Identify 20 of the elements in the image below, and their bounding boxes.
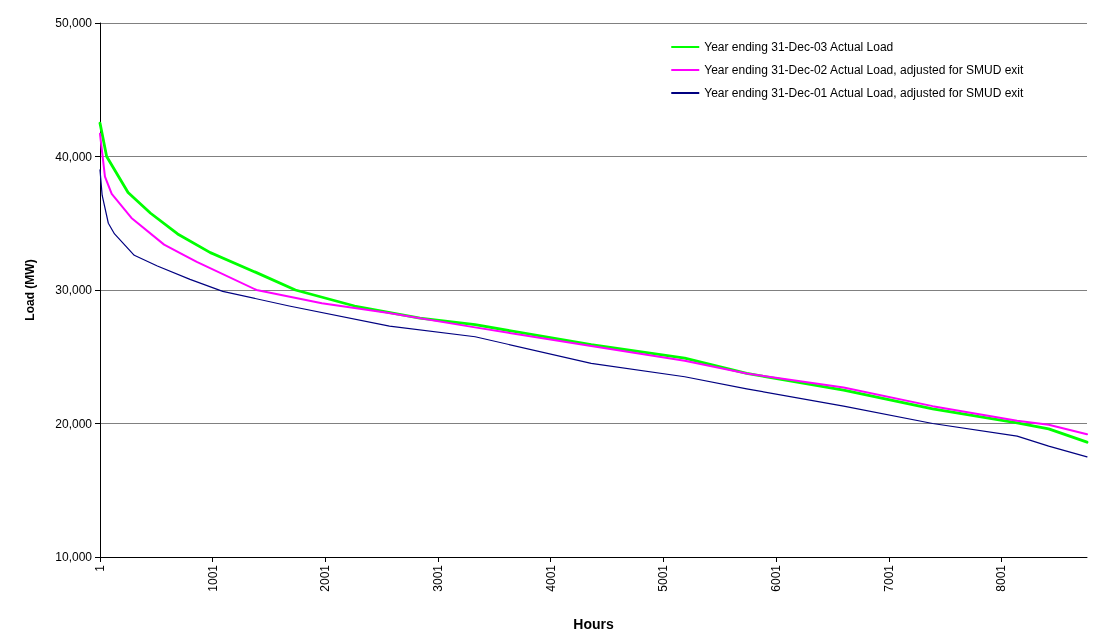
- y-tick-label: 10,000: [55, 550, 93, 564]
- x-tick-label: 2001: [318, 564, 333, 592]
- legend-label: Year ending 31-Dec-01 Actual Load, adjusted for SMUD exit: [704, 86, 1024, 100]
- x-tick-label: 7001: [881, 564, 896, 592]
- x-tick-label: 1001: [205, 564, 220, 592]
- legend-label: Year ending 31-Dec-02 Actual Load, adjusted for SMUD exit: [704, 63, 1024, 77]
- x-tick-label: 4001: [543, 564, 558, 592]
- y-tick-label: 20,000: [55, 416, 93, 431]
- x-tick-label: 8001: [994, 564, 1009, 592]
- x-tick-label: 5001: [656, 564, 671, 592]
- legend-label: Year ending 31-Dec-03 Actual Load: [704, 40, 894, 54]
- x-tick-label: 3001: [431, 564, 446, 592]
- x-axis-title: Hours: [573, 616, 614, 632]
- line-series: [99, 169, 1088, 458]
- y-tick-label: 30,000: [55, 283, 93, 297]
- y-axis-title: Load (MW): [23, 259, 37, 321]
- x-tick-label: 1: [93, 564, 107, 572]
- y-tick-label: 50,000: [55, 16, 93, 30]
- y-tick-label: 40,000: [55, 149, 93, 164]
- x-tick-label: 6001: [769, 564, 784, 592]
